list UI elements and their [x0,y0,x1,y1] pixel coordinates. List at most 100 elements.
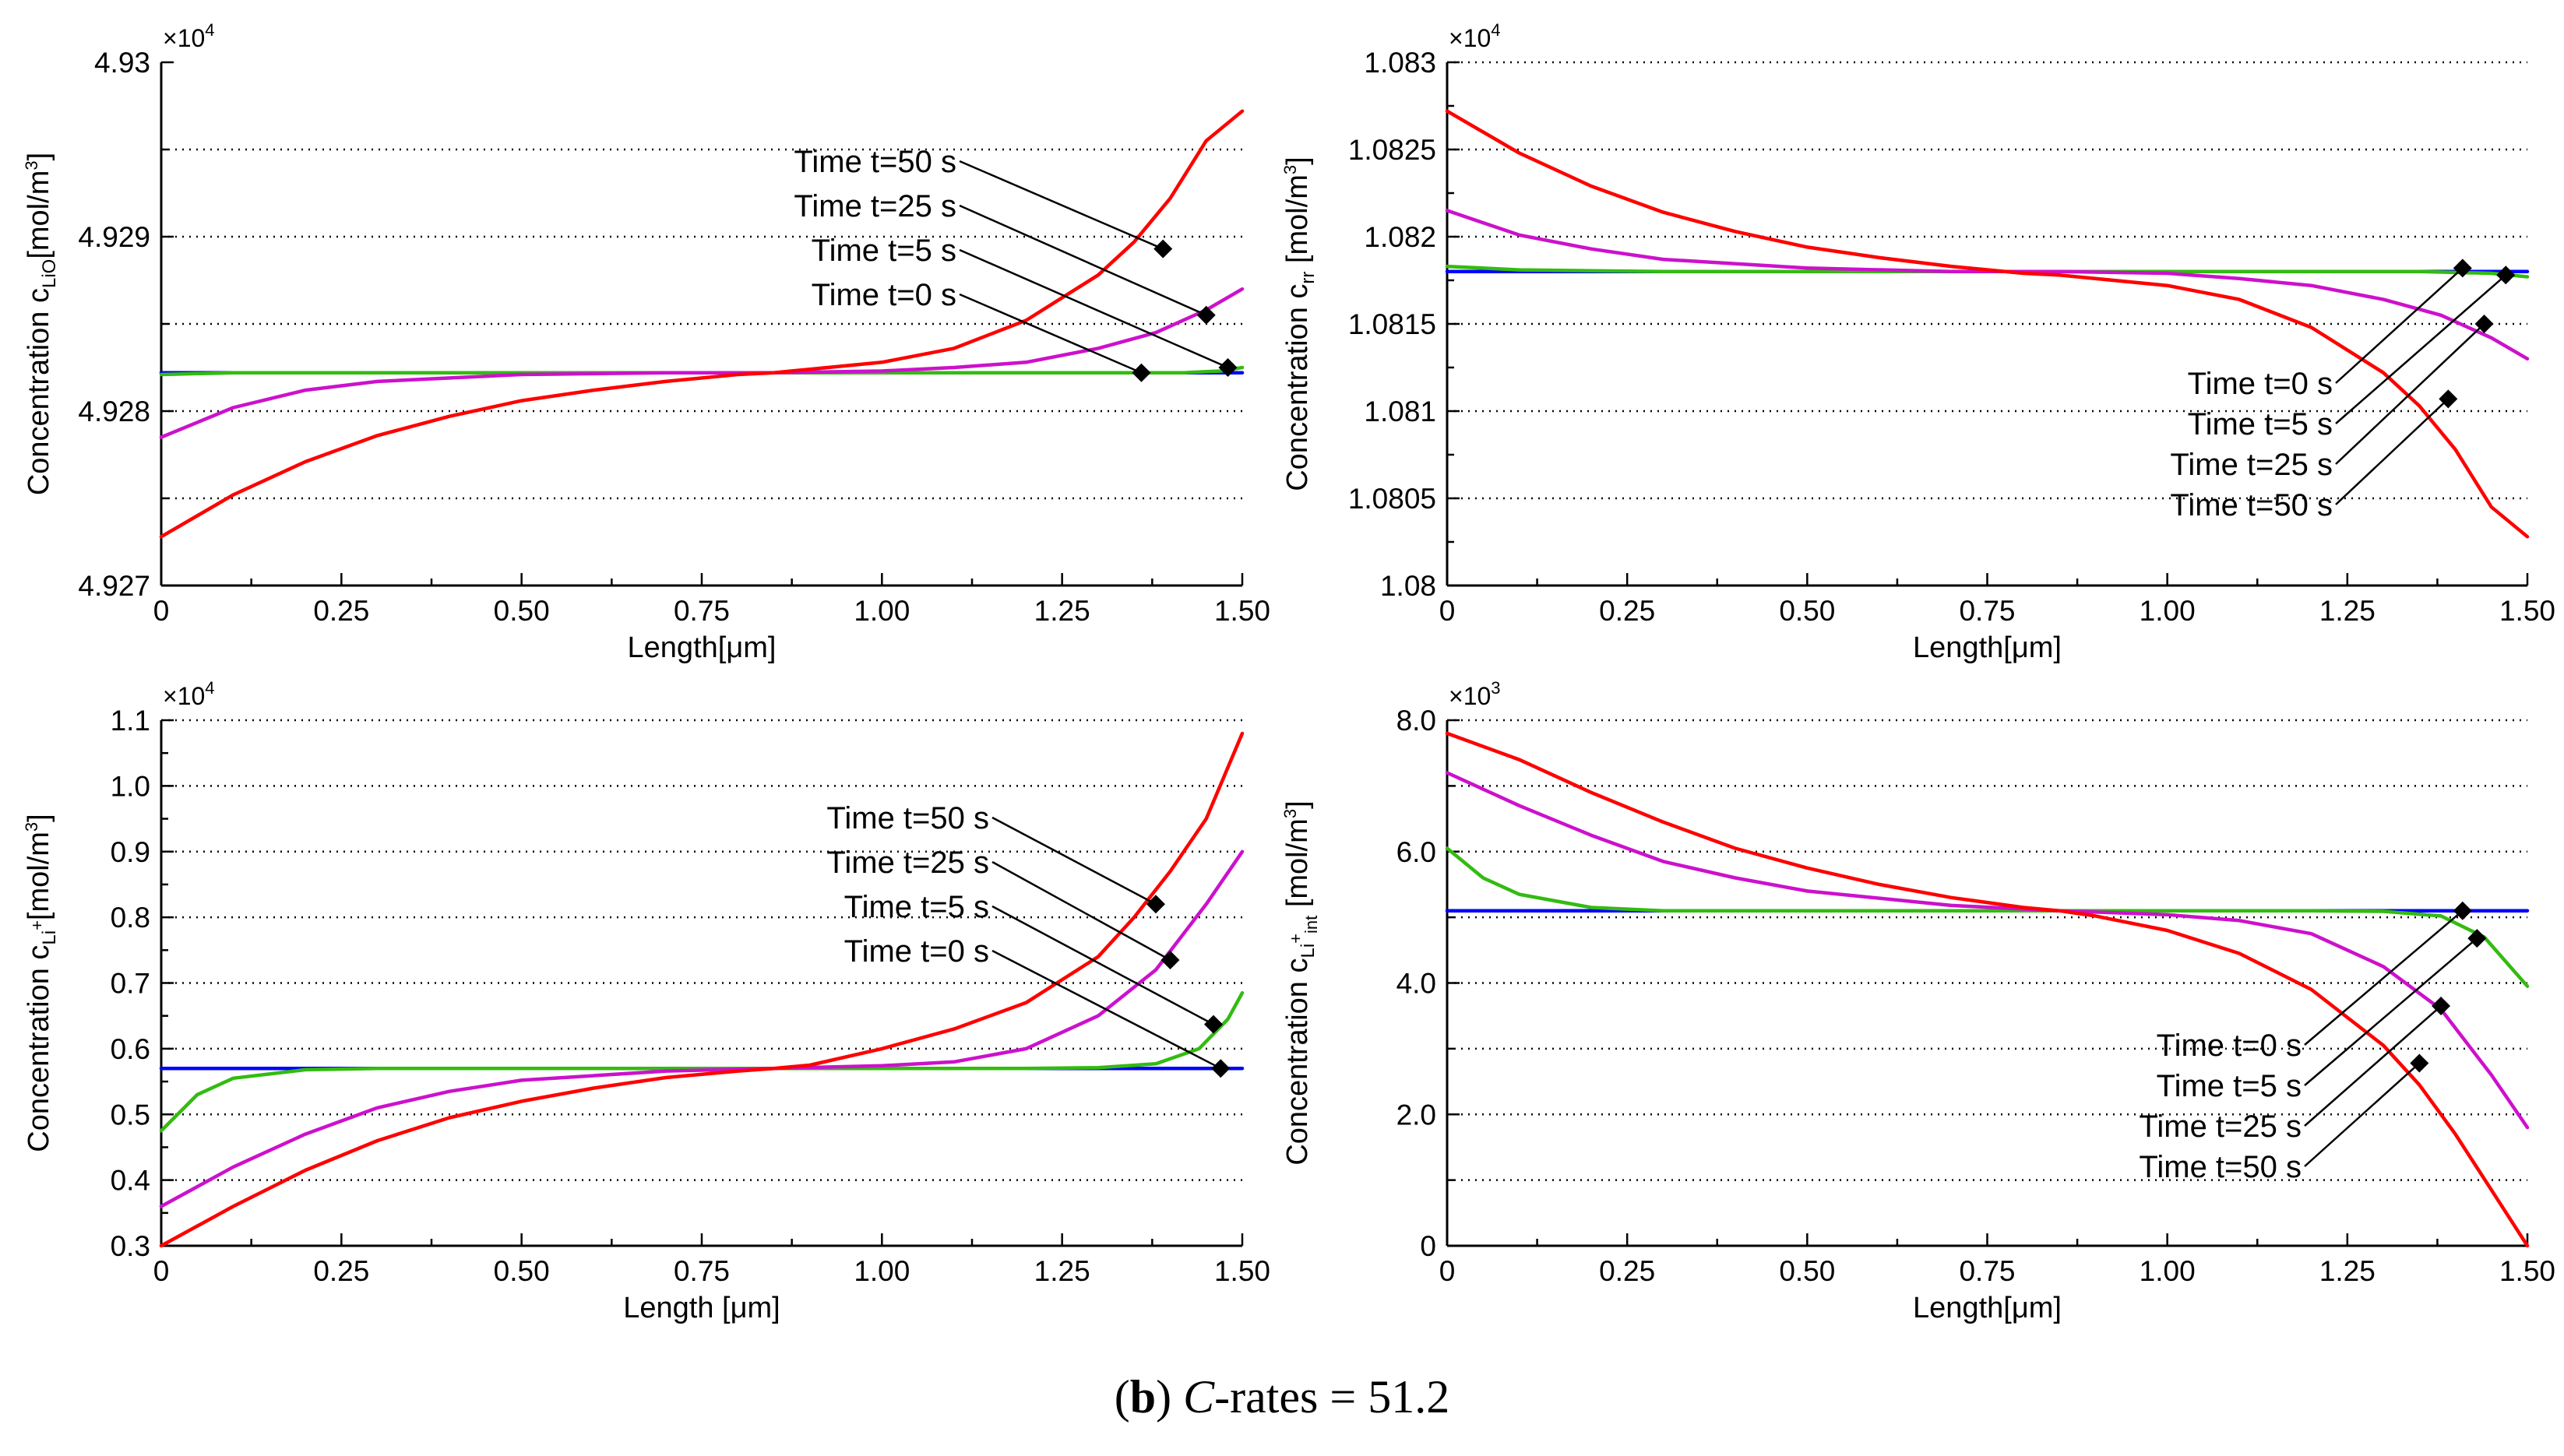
annotation-leader [959,293,1142,374]
annotation-label: Time t=0 s [844,934,989,969]
x-tick-label: 0.75 [674,1255,730,1287]
x-title-main: Length[ [1913,631,2012,664]
annotation-label: Time t=50 s [794,145,956,179]
y-title-unit-exponent: 3 [22,822,41,832]
series-line-time-t-25-s [1445,209,2530,361]
x-tick-label: 1.50 [1214,1255,1270,1287]
x-title-unit: μ [2012,1292,2029,1324]
y-tick-label: 8.0 [1396,705,1436,737]
y-title-prefix: Concentration c [1281,958,1314,1166]
series-line-time-t-50-s [1445,109,2530,539]
y-title-unit: [mol/m [23,171,55,259]
x-title-tail: m] [2029,1292,2062,1324]
x-title-tail: m] [743,631,776,664]
annotation-label: Time t=0 s [812,278,956,312]
y-axis-title: Concentration cLi+int [mol/m3] [1280,800,1321,1165]
annotation-leader [2304,1005,2442,1127]
y-tick-label: 1.1 [111,705,150,737]
multiplier-exponent: 4 [1491,20,1500,40]
y-axis-title: Concentration crr [mol/m3] [1280,157,1319,491]
x-title-unit: μ [731,1292,748,1324]
y-tick-label: 4.927 [78,570,150,602]
y-tick-label: 0.6 [111,1033,150,1065]
y-title-subscript-sub: int [1301,916,1321,934]
x-axis-title: Length [μm] [623,1292,780,1324]
y-tick-label: 4.928 [78,396,150,427]
annotation-leader [2335,267,2464,384]
y-tick-label: 0.5 [111,1099,150,1131]
panel-bottom-right: 0 0.25 0.50 0.75 1.00 1.25 1.50 0 2.0 4.0 6.0 8.0 ×1… [1280,678,2555,1324]
caption-rest: -rates = 51.2 [1214,1371,1450,1423]
x-axis-title: Length[μm] [628,631,777,664]
annotation-label: Time t=50 s [2170,488,2333,522]
annotation-label: Time t=50 s [2139,1150,2302,1184]
annotation-label: Time t=5 s [2188,407,2333,441]
y-title-end: ] [23,814,55,822]
x-tick-label: 0.75 [1959,595,2015,627]
y-title-unit: [mol/m [1281,174,1314,272]
annotation-leader [959,204,1207,316]
y-tick-label: 4.93 [94,47,150,79]
annotation-marker [1218,358,1238,377]
annotation-marker [2410,1053,2429,1073]
multiplier-base: ×10 [163,24,205,52]
x-tick-label: 0 [1439,595,1456,627]
x-tick-label: 1.00 [854,595,910,627]
x-axis-title: Length[μm] [1913,1292,2062,1324]
x-tick-label: 0.50 [1779,595,1835,627]
annotation-marker [1153,239,1173,258]
y-title-prefix: Concentration c [23,288,55,495]
annotation-leader [959,160,1164,250]
y-tick-label: 1.0 [111,770,150,802]
y-tick-label: 0.9 [111,836,150,868]
annotation-label: Time t=25 s [794,189,956,223]
annotation-leader [2304,909,2464,1046]
x-tick-label: 0 [1439,1255,1456,1287]
x-tick-label: 1.00 [854,1255,910,1287]
annotation-leader [2335,274,2507,424]
annotation-marker [2432,997,2451,1016]
annotation-marker [2453,258,2472,278]
annotation-label: Time t=25 s [2170,448,2333,482]
y-tick-label: 1.0825 [1348,134,1436,166]
panel-top-left: 0 0.25 0.50 0.75 1.00 1.25 1.50 4.927 4.928 4.929… [22,20,1270,664]
x-tick-label: 0.25 [1599,1255,1655,1287]
series-line-time-t-50-s [159,109,1245,539]
y-title-prefix: Concentration c [1281,284,1314,491]
annotation-label: Time t=5 s [2157,1069,2302,1103]
y-title-subscript: Li [1298,944,1319,958]
annotation-leader [2304,1062,2421,1167]
y-tick-label: 1.083 [1364,47,1436,79]
annotation-label: Time t=50 s [826,801,989,835]
x-tick-label: 0.75 [674,595,730,627]
x-title-tail: m] [748,1292,780,1324]
series-line-time-t-50-s [159,731,1245,1248]
y-tick-label: 1.082 [1364,221,1436,253]
x-tick-label: 0 [153,595,170,627]
y-title-end: ] [23,153,55,161]
x-tick-label: 0.25 [1599,595,1655,627]
y-title-subscript: rr [1298,272,1319,284]
series-line-time-t-25-s [159,287,1245,439]
axis-multiplier: ×103 [1449,678,1501,710]
annotation-leader [991,949,1221,1070]
y-title-subscript-sup: + [27,920,47,930]
y-axis-title: Concentration cLiO[mol/m3] [22,153,60,495]
y-tick-label: 1.0805 [1348,483,1436,515]
series-line-time-t-5-s [159,365,1245,377]
x-tick-label: 1.50 [2499,1255,2555,1287]
y-tick-label: 0.8 [111,902,150,934]
y-title-unit: [mol/m [23,832,55,920]
x-tick-label: 0.50 [494,595,550,627]
multiplier-exponent: 4 [205,678,214,698]
axis-multiplier: ×104 [163,20,215,52]
y-title-subscript: LiO [39,259,60,288]
y-tick-label: 4.929 [78,221,150,253]
series-line-time-t-25-s [159,849,1245,1208]
axis-multiplier: ×104 [1449,20,1501,52]
y-title-unit-exponent: 3 [1280,165,1300,174]
y-title-subscript-sup: + [1286,934,1305,944]
x-title-main: Length[ [628,631,727,664]
multiplier-base: ×10 [1449,682,1491,710]
x-tick-label: 0.50 [1779,1255,1835,1287]
